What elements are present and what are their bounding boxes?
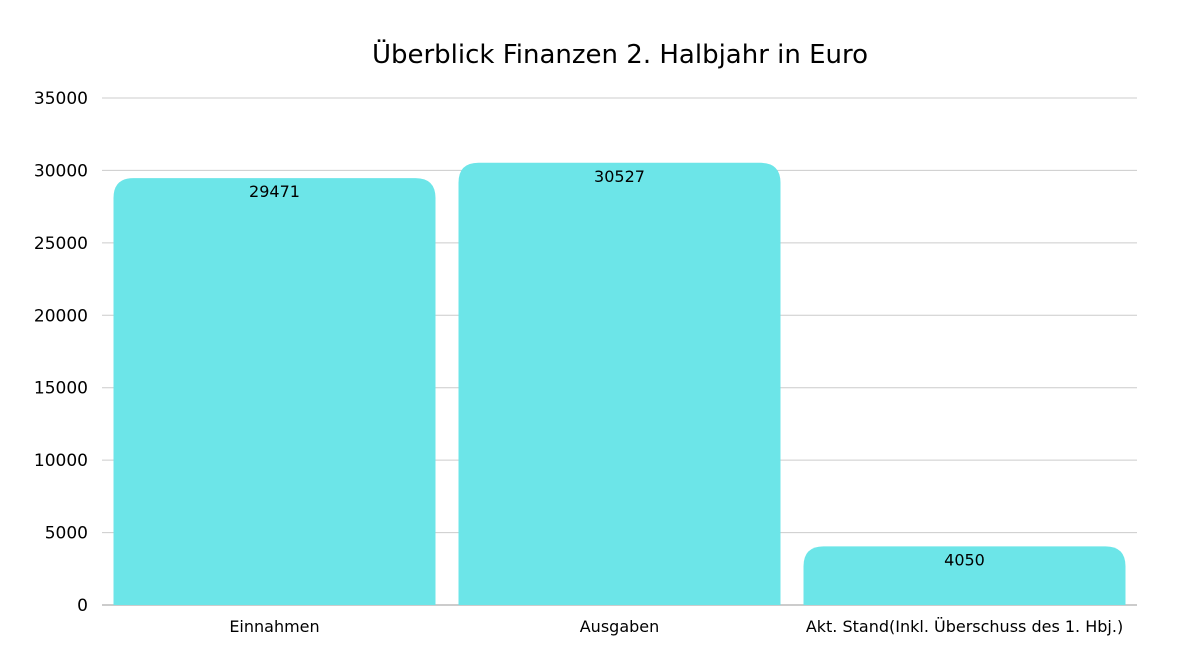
x-category-label: Ausgaben xyxy=(580,617,660,636)
y-tick-label: 0 xyxy=(77,596,88,616)
chart-title: Überblick Finanzen 2. Halbjahr in Euro xyxy=(372,38,868,70)
y-tick-label: 25000 xyxy=(34,234,88,254)
x-category-label: Einnahmen xyxy=(229,617,319,636)
y-tick-label: 10000 xyxy=(34,451,88,471)
bars xyxy=(113,162,1126,606)
y-axis-tick-labels: 0 5000 10000 15000 20000 25000 30000 35000 xyxy=(34,89,88,616)
y-tick-label: 30000 xyxy=(34,161,88,181)
x-category-label: Akt. Stand(Inkl. Überschuss des 1. Hbj.) xyxy=(806,617,1123,636)
bar-value-label: 29471 xyxy=(249,182,300,201)
y-tick-label: 35000 xyxy=(34,89,88,109)
y-tick-label: 15000 xyxy=(34,379,88,399)
bar xyxy=(803,546,1126,605)
y-tick-label: 20000 xyxy=(34,306,88,326)
bar-value-label: 4050 xyxy=(944,550,985,569)
bar xyxy=(458,162,781,605)
data-labels: 29471 30527 4050 xyxy=(249,167,985,570)
x-axis-category-labels: Einnahmen Ausgaben Akt. Stand(Inkl. Übersc… xyxy=(229,617,1123,636)
bar-value-label: 30527 xyxy=(594,167,645,186)
y-tick-label: 5000 xyxy=(45,524,88,544)
bar xyxy=(113,178,436,606)
